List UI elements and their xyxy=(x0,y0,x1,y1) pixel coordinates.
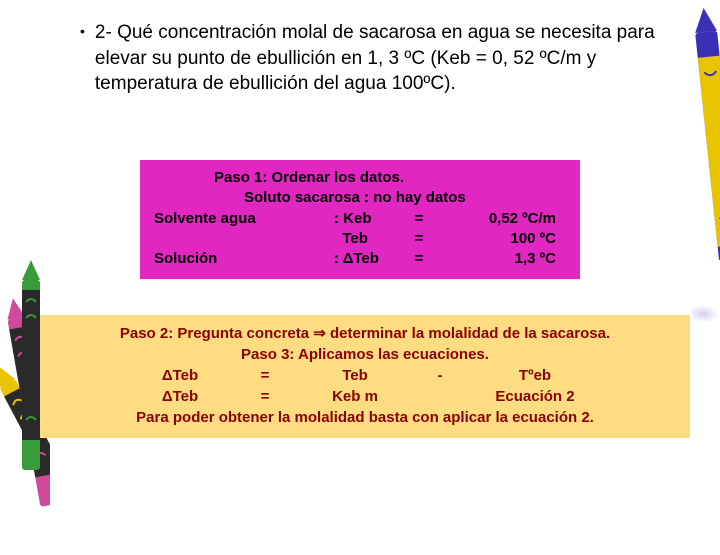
eq-a: ΔTeb xyxy=(120,386,240,407)
row-label: Solvente agua xyxy=(154,209,334,229)
eq-a: ΔTeb xyxy=(120,365,240,386)
equation-1: ΔTeb = Teb - Tºeb xyxy=(50,365,680,386)
step1-row-keb: Solvente agua : Keb = 0,52 ºC/m xyxy=(154,209,566,229)
row-key: : ΔTeb xyxy=(334,249,404,269)
step1-line2: Soluto sacarosa : no hay datos xyxy=(154,188,566,208)
eq-e: Tºeb xyxy=(460,365,610,386)
row-val: 0,52 ºC/m xyxy=(434,209,566,229)
step2-line1: Paso 2: Pregunta concreta ⇒ determinar l… xyxy=(50,323,680,344)
step2-box: Paso 2: Pregunta concreta ⇒ determinar l… xyxy=(40,315,690,438)
row-eq: = xyxy=(404,249,434,269)
step1-row-teb: Teb = 100 ºC xyxy=(154,229,566,249)
row-label: Solución xyxy=(154,249,334,269)
eq-b: = xyxy=(240,386,290,407)
equation-2: ΔTeb = Keb m Ecuación 2 xyxy=(50,386,680,407)
eq-e: Ecuación 2 xyxy=(460,386,610,407)
row-val: 1,3 ºC xyxy=(434,249,566,269)
eq-c: Keb m xyxy=(290,386,420,407)
step1-row-dteb: Solución : ΔTeb = 1,3 ºC xyxy=(154,249,566,269)
eq-b: = xyxy=(240,365,290,386)
crayon-right xyxy=(678,0,720,260)
crayon-smudge xyxy=(692,305,720,323)
row-val: 100 ºC xyxy=(434,229,566,249)
question-block: • 2- Qué concentración molal de sacarosa… xyxy=(80,20,680,97)
eq-d: - xyxy=(420,365,460,386)
eq-d xyxy=(420,386,460,407)
row-label xyxy=(154,229,334,249)
step3-line: Paso 3: Aplicamos las ecuaciones. xyxy=(50,344,680,365)
row-key: Teb xyxy=(334,229,404,249)
eq-c: Teb xyxy=(290,365,420,386)
step1-title: Paso 1: Ordenar los datos. xyxy=(154,168,566,188)
question-text: 2- Qué concentración molal de sacarosa e… xyxy=(95,20,680,97)
row-key: : Keb xyxy=(334,209,404,229)
row-eq: = xyxy=(404,209,434,229)
step2-line5: Para poder obtener la molalidad basta co… xyxy=(50,407,680,428)
row-eq: = xyxy=(404,229,434,249)
step1-box: Paso 1: Ordenar los datos. Soluto sacaro… xyxy=(140,160,580,279)
bullet-dot: • xyxy=(80,20,85,97)
